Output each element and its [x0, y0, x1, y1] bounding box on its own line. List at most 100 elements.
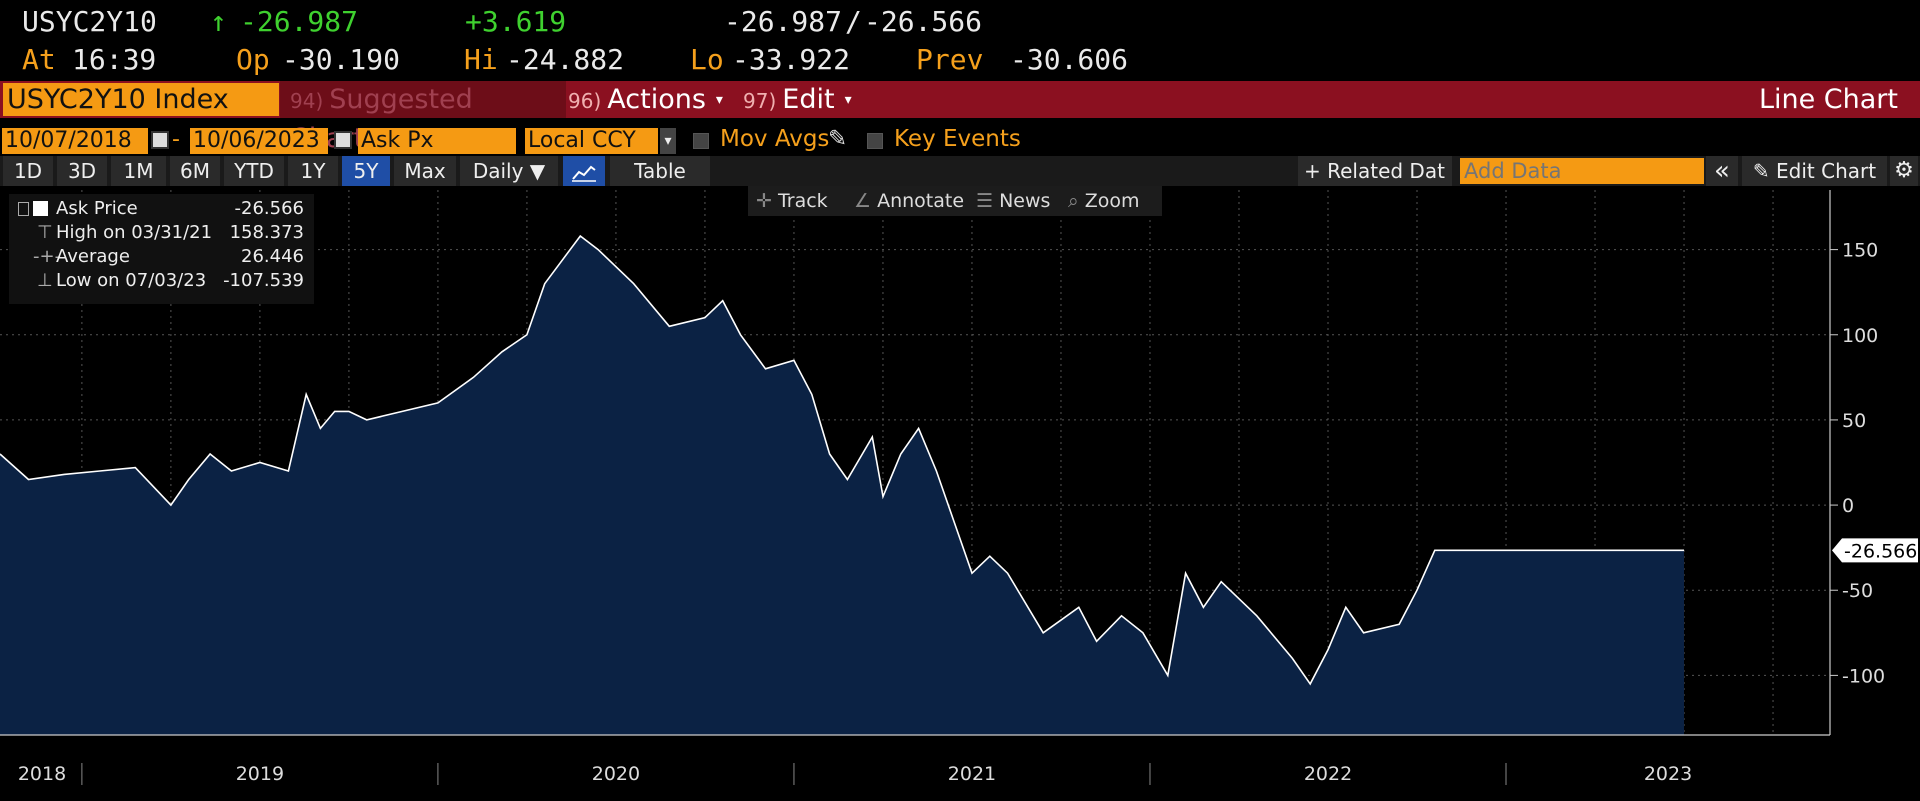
x-tick-label: 2023 [1644, 763, 1692, 785]
y-tick-label: 100 [1842, 325, 1878, 347]
tree-expander-icon[interactable] [18, 202, 29, 216]
annotate-label: Annotate [877, 190, 965, 212]
high-marker-icon: ⊤ [37, 222, 53, 243]
x-tick-label: 2022 [1304, 763, 1352, 785]
high-label: Hi [464, 43, 498, 76]
ticker: USYC2Y10 [22, 5, 157, 38]
legend-low: ⊥ Low on 07/03/23 -107.539 [9, 269, 314, 293]
pen-icon: ∠ [854, 190, 878, 212]
security-field[interactable]: USYC2Y10 Index [3, 83, 279, 116]
period-3d[interactable]: 3D [57, 156, 107, 186]
period-max[interactable]: Max [394, 156, 456, 186]
line-chart-toggle[interactable] [563, 156, 605, 186]
edit-label: Edit [782, 84, 835, 115]
open-value: -30.190 [282, 43, 401, 76]
period-1y[interactable]: 1Y [288, 156, 338, 186]
suggested-charts-number: 94) [290, 89, 324, 113]
line-chart-icon [572, 165, 596, 182]
legend-ask-label: Ask Price [56, 198, 138, 219]
period-1m[interactable]: 1M [111, 156, 166, 186]
bid-ask-separator: / [845, 5, 862, 38]
y-tick-label: 0 [1842, 495, 1854, 517]
legend-average: -+- Average 26.446 [9, 245, 314, 269]
field-selector[interactable]: Ask Px [358, 128, 516, 154]
start-date-field[interactable]: 10/07/2018 [2, 128, 148, 154]
calendar-icon[interactable] [334, 131, 352, 149]
chevron-down-icon: ▾ [844, 92, 852, 108]
period-5y[interactable]: 5Y [342, 156, 390, 186]
legend-ask-value: -26.566 [234, 198, 304, 219]
low-label: Lo [690, 43, 724, 76]
y-tick-label: -100 [1842, 665, 1885, 687]
edit-chart-button[interactable]: ✎ Edit Chart [1742, 156, 1887, 186]
last-value-label: -26.566 [1844, 540, 1917, 562]
currency-selector[interactable]: Local CCY [525, 128, 658, 154]
chevron-down-icon: ▾ [715, 92, 723, 108]
x-axis-band [0, 736, 1920, 801]
mov-avgs-checkbox[interactable] [693, 133, 709, 149]
chevron-down-icon[interactable]: ▾ [660, 128, 676, 154]
key-events-label: Key Events [894, 126, 1021, 152]
track-button[interactable]: ✛ Track [748, 186, 852, 216]
y-tick-label: 50 [1842, 410, 1866, 432]
series-area [0, 236, 1685, 735]
low-marker-icon: ⊥ [37, 270, 53, 291]
zoom-button[interactable]: ⌕ Zoom [1062, 186, 1162, 216]
legend-low-value: -107.539 [223, 270, 304, 291]
x-tick-label: 2021 [948, 763, 996, 785]
collapse-icon[interactable]: « [1706, 156, 1738, 186]
legend-low-label: Low on 07/03/23 [56, 270, 207, 291]
legend-high-label: High on 03/31/21 [56, 222, 213, 243]
pencil-icon[interactable]: ✎ [828, 126, 848, 152]
prev-value: -30.606 [1010, 43, 1129, 76]
x-tick-label: 2018 [18, 763, 66, 785]
actions-label: Actions [607, 84, 706, 115]
at-label: At [22, 43, 56, 76]
annotate-button[interactable]: ∠ Annotate [848, 186, 972, 216]
edit-menu[interactable]: 97) Edit ▾ [735, 81, 871, 118]
legend-ask-price[interactable]: Ask Price -26.566 [9, 197, 314, 221]
net-change: +3.619 [465, 5, 567, 38]
date-range-dash: - [172, 127, 180, 152]
y-tick-label: 150 [1842, 240, 1878, 262]
series-color-swatch [33, 201, 48, 216]
period-ytd[interactable]: YTD [224, 156, 284, 186]
last-value-tag: -26.566 [1832, 538, 1918, 563]
chart-axes: 150 100 50 0 -50 -100 2018 2019 2020 2021 2022 2023… [0, 190, 1920, 801]
actions-menu[interactable]: 96) Actions ▾ [560, 81, 738, 118]
chart-legend: Ask Price -26.566 ⊤ High on 03/31/21 158… [9, 194, 314, 304]
period-1d[interactable]: 1D [3, 156, 53, 186]
end-date-field[interactable]: 10/06/2023 [190, 128, 328, 154]
average-marker-icon: -+- [33, 246, 62, 267]
quote-time: 16:39 [72, 43, 157, 76]
y-tick-label: -50 [1842, 580, 1873, 602]
mov-avgs-label: Mov Avgs [720, 126, 830, 152]
table-button[interactable]: Table [610, 156, 710, 186]
add-data-input[interactable] [1460, 158, 1704, 184]
up-arrow-icon: ↑ [210, 5, 227, 38]
news-label: News [999, 190, 1051, 212]
legend-high-value: 158.373 [229, 222, 304, 243]
period-6m[interactable]: 6M [170, 156, 220, 186]
news-button[interactable]: ☰ News [970, 186, 1064, 216]
calendar-icon[interactable] [151, 131, 169, 149]
key-events-checkbox[interactable] [867, 133, 883, 149]
track-label: Track [777, 190, 828, 212]
gear-icon[interactable]: ⚙ [1890, 156, 1918, 186]
news-icon: ☰ [976, 190, 1000, 212]
legend-average-value: 26.446 [241, 246, 304, 267]
legend-high: ⊤ High on 03/31/21 158.373 [9, 221, 314, 245]
frequency-selector[interactable]: Daily ▼ [460, 156, 558, 186]
bid-price: -26.987 [724, 5, 843, 38]
crosshair-icon: ✛ [756, 190, 778, 212]
prev-label: Prev [916, 43, 984, 76]
high-value: -24.882 [506, 43, 625, 76]
edit-number: 97) [743, 89, 777, 113]
zoom-label: Zoom [1084, 190, 1140, 212]
related-data-button[interactable]: + Related Dat [1298, 156, 1452, 186]
series-line [0, 234, 1684, 686]
last-value-tag-bg [1832, 538, 1918, 563]
chart-view-name: Line Chart [1758, 84, 1898, 115]
open-label: Op [236, 43, 270, 76]
